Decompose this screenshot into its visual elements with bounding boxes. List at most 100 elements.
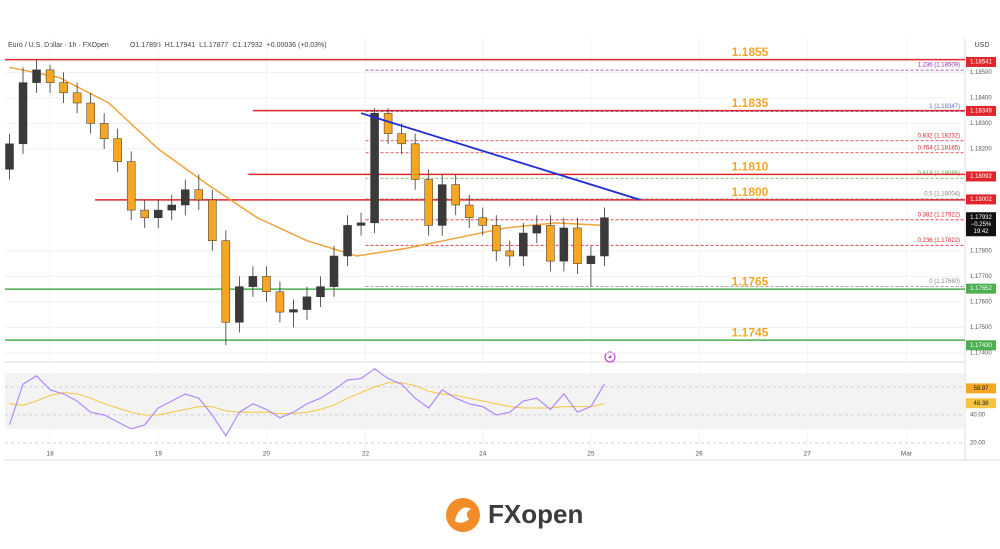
candle-body (194, 189, 204, 201)
trendline (360, 112, 641, 201)
header: Euro / U.S. Dollar · 1h · FXOpen (8, 42, 109, 49)
x-tick-label: Mar (901, 451, 913, 458)
y-tick-label: 1.18400 (970, 95, 992, 101)
y-tick-label: 1.17600 (970, 299, 992, 305)
candle-body (153, 209, 163, 219)
level-label: 1.1810 (732, 160, 769, 174)
price-tag-label: 1.18092 (970, 174, 992, 180)
x-tick-label: 24 (479, 451, 487, 458)
rsi-tag-label: 58.97 (973, 386, 989, 392)
price-tag (966, 56, 996, 67)
ohlc-value: O1.17895 (130, 42, 161, 49)
ohlc-value: C1.17932 (232, 42, 262, 49)
x-tick-label: 20 (263, 451, 271, 458)
current-price: 1.17932 (970, 215, 992, 221)
candle-body (289, 309, 298, 313)
candle-body (464, 204, 474, 219)
price-tag (966, 194, 996, 205)
y-tick-label: 1.18500 (970, 70, 992, 76)
candle-body (181, 189, 190, 206)
candle-body (208, 199, 217, 241)
candle-body (5, 143, 14, 170)
candle-body (397, 133, 406, 145)
candle-body (329, 255, 339, 287)
candle-body (248, 276, 258, 287)
logo-icon (446, 498, 480, 532)
candle-body (113, 138, 122, 162)
candle-body (45, 69, 55, 83)
fib-label: 0.5 (1.18004) (924, 191, 960, 197)
candle-body (383, 112, 393, 134)
candle-body (573, 227, 582, 264)
y-tick-label: 1.17800 (970, 248, 992, 254)
rsi-tag (966, 398, 996, 409)
rsi-signal (9, 382, 605, 416)
candle-body (356, 222, 366, 226)
current-price-tag (966, 212, 996, 237)
candle-body (167, 204, 177, 211)
candle-body (221, 240, 231, 323)
candle-body (451, 184, 460, 206)
logo-text: FXopen (488, 499, 583, 529)
fib-label: 0.236 (1.17822) (918, 238, 960, 244)
rsi-tag (966, 383, 996, 394)
ohlc-value: L1.17877 (199, 42, 228, 49)
candle-body (140, 209, 149, 219)
y-tick-label: 1.18200 (970, 146, 992, 152)
x-tick-label: 27 (804, 451, 812, 458)
x-tick-label: 26 (695, 451, 703, 458)
fib-label: 0 (1.17660) (929, 279, 960, 285)
symbol: Euro / U.S. Dollar · 1h · FXOpen (8, 42, 109, 49)
candle-body (18, 82, 28, 145)
y-tick-label: 1.17700 (970, 274, 992, 280)
candle-body (600, 217, 609, 257)
current-countdown: 19:42 (973, 229, 989, 235)
rsi-tick-label: 20.00 (970, 441, 986, 447)
price-tag (966, 340, 996, 351)
candle-body (72, 92, 82, 104)
fib-label: 0.382 (1.17922) (918, 212, 960, 218)
flash-icon (604, 351, 616, 363)
level-label: 1.1800 (732, 185, 769, 199)
price-tag-label: 1.17430 (970, 343, 992, 349)
candle-body (546, 225, 555, 262)
rsi-line (8, 368, 605, 438)
price-tag (966, 105, 996, 116)
ohlc-value: H1.17941 (165, 42, 195, 49)
candle-body (32, 69, 41, 83)
fib-label: 1 (1.18347) (929, 104, 960, 110)
candle-body (370, 112, 379, 224)
y-tick-label: 1.17400 (970, 350, 992, 356)
moving-average (9, 66, 605, 257)
candle-body (559, 227, 569, 262)
candle-body (316, 286, 325, 298)
fib-label: 1.236 (1.18509) (918, 63, 960, 69)
y-tick-label: 1.17500 (970, 325, 992, 331)
ohlc-value: +0.00036 (+0.03%) (267, 42, 327, 49)
x-tick-label: 18 (46, 451, 54, 458)
price-tag-label: 1.18002 (970, 197, 992, 203)
current-change: −0.25% (971, 222, 992, 228)
candle-body (532, 225, 542, 234)
candle-body (275, 291, 285, 313)
candle-body (478, 217, 487, 226)
candle-body (519, 232, 528, 257)
rsi-tick-label: 40.00 (970, 413, 986, 419)
candle-body (424, 179, 433, 226)
candle-body (59, 82, 68, 94)
level-label: 1.1745 (732, 325, 769, 339)
rsi-tag-label: 48.38 (973, 401, 989, 407)
price-tag (966, 171, 996, 182)
candle-body (302, 296, 312, 310)
level-label: 1.1835 (732, 96, 769, 110)
x-tick-label: 25 (587, 451, 595, 458)
price-tag-label: 1.17652 (970, 286, 992, 292)
candle-body (437, 184, 447, 226)
candle-body (343, 225, 352, 257)
candle-body (505, 250, 515, 257)
candle-body (126, 161, 136, 211)
rsi-band (5, 372, 965, 429)
candle-body (492, 225, 501, 252)
